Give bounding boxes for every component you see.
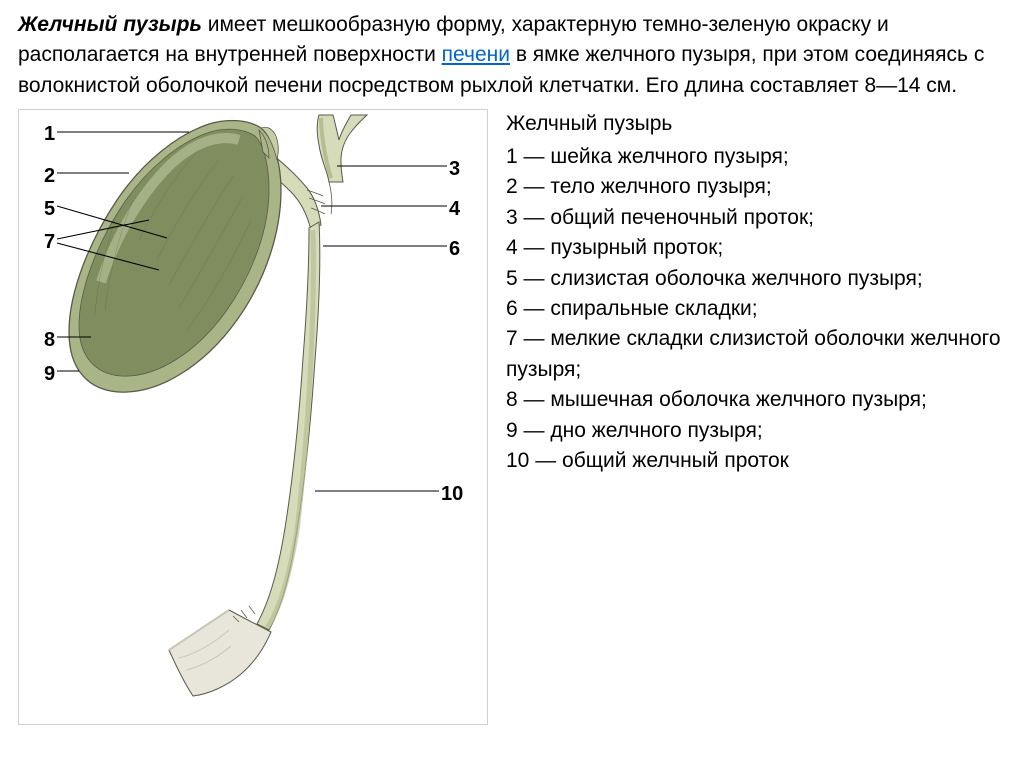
legend-list: 1 — шейка желчного пузыря;2 — тело желчн… <box>506 142 1006 477</box>
diagram-label-10: 10 <box>441 480 463 509</box>
legend-item: 6 — спиральные складки; <box>506 294 1006 324</box>
legend-item: 1 — шейка желчного пузыря; <box>506 142 1006 172</box>
legend-item: 9 — дно желчного пузыря; <box>506 416 1006 446</box>
diagram-label-4: 4 <box>449 195 460 224</box>
diagram-svg <box>19 110 489 726</box>
legend-title: Желчный пузырь <box>506 109 1006 139</box>
legend-item: 7 — мелкие складки слизистой оболочки же… <box>506 324 1006 385</box>
intro-title: Желчный пузырь <box>18 13 202 36</box>
legend-item: 4 — пузырный проток; <box>506 233 1006 263</box>
intro-paragraph: Желчный пузырь имеет мешкообразную форму… <box>18 10 1006 101</box>
diagram-label-5: 5 <box>44 195 55 224</box>
legend-item: 5 — слизистая оболочка желчного пузыря; <box>506 264 1006 294</box>
content-row: 1 2 5 7 8 9 3 4 6 10 Желчный пузырь 1 — шейка жел… <box>18 109 1006 725</box>
diagram-label-2: 2 <box>44 162 55 191</box>
diagram-label-1: 1 <box>44 120 55 149</box>
diagram-label-9: 9 <box>44 360 55 389</box>
gallbladder-diagram: 1 2 5 7 8 9 3 4 6 10 <box>18 109 488 725</box>
legend-item: 10 — общий желчный проток <box>506 446 1006 476</box>
legend: Желчный пузырь 1 — шейка желчного пузыря… <box>506 109 1006 476</box>
diagram-label-7: 7 <box>44 228 55 257</box>
legend-item: 8 — мышечная оболочка желчного пузыря; <box>506 385 1006 415</box>
legend-item: 2 — тело желчного пузыря; <box>506 172 1006 202</box>
legend-item: 3 — общий печеночный проток; <box>506 203 1006 233</box>
diagram-label-8: 8 <box>44 326 55 355</box>
diagram-label-3: 3 <box>449 155 460 184</box>
liver-link[interactable]: печени <box>442 43 510 66</box>
diagram-label-6: 6 <box>449 235 460 264</box>
